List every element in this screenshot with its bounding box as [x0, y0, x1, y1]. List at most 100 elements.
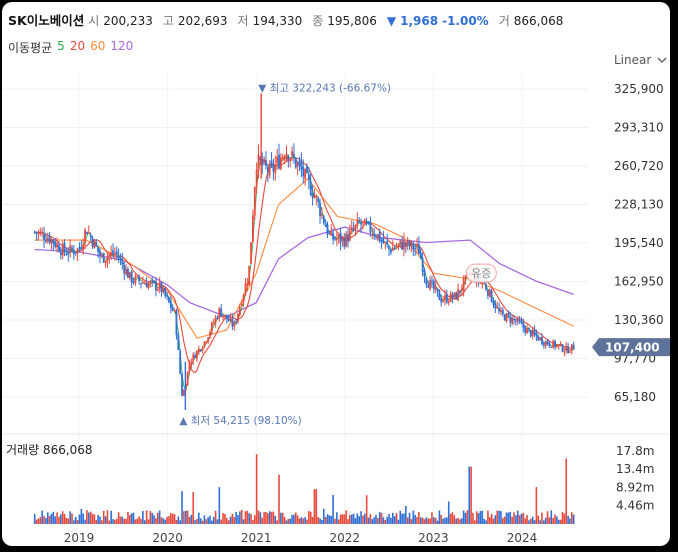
volume-bar [151, 512, 153, 524]
volume-bar [102, 510, 105, 524]
candle-body [432, 280, 435, 290]
volume-bar [73, 520, 75, 524]
candle-body [265, 159, 267, 166]
volume-bar [199, 518, 202, 524]
volume-bar [352, 513, 355, 524]
candle-body [272, 164, 275, 172]
volume-bar [171, 513, 174, 524]
volume-tick-label: 8.92m [616, 480, 654, 494]
moving-average-legend[interactable]: 이동평균 5 20 60 120 [8, 39, 133, 56]
candle-body [555, 344, 558, 347]
volume-bar [317, 517, 319, 524]
current-price-tag [592, 338, 670, 357]
candle-body [179, 350, 182, 374]
candle-body [460, 289, 463, 291]
volume-bar [48, 516, 51, 524]
scale-selector[interactable]: Linear [614, 53, 667, 67]
candle-body [210, 322, 213, 332]
candle-body [330, 231, 333, 236]
volume-bar [373, 517, 375, 524]
candle-body [541, 337, 543, 344]
volume-bar [276, 520, 278, 524]
candle-body [61, 244, 64, 256]
volume-bar [412, 510, 415, 524]
candle-body [59, 252, 62, 255]
event-badge[interactable] [465, 263, 497, 283]
volume-bar [289, 518, 292, 524]
candle-body [311, 193, 314, 198]
volume-bar [121, 516, 124, 524]
candle-body [113, 253, 116, 255]
volume-bar [80, 508, 83, 524]
volume-bar [188, 516, 191, 524]
candle-body [186, 371, 189, 386]
candle-body [194, 355, 196, 358]
volume-bar [293, 514, 295, 524]
candle-body [416, 244, 418, 247]
volume-bar [528, 520, 530, 524]
ma20-line [34, 157, 574, 374]
candle-body [128, 272, 131, 278]
x-tick-label: 2020 [152, 531, 183, 545]
candle-body [485, 284, 487, 290]
volume-bar [287, 518, 290, 524]
candle-body [201, 347, 204, 352]
volume-bar [162, 518, 165, 524]
volume-bar [453, 515, 456, 524]
volume-bar [145, 510, 148, 524]
candle-body [528, 327, 530, 330]
candle-body [431, 280, 433, 282]
volume-bar [218, 487, 221, 524]
candle-body [125, 269, 127, 275]
volume-bar [496, 510, 499, 524]
volume-bar [250, 514, 252, 524]
candle-body [80, 247, 83, 249]
volume-bar [391, 512, 394, 524]
volume-bar [397, 519, 400, 524]
candle-body [533, 330, 536, 335]
volume-bar [390, 517, 392, 524]
candle-body [509, 316, 512, 323]
candle-body [492, 300, 495, 306]
candle-body [300, 162, 303, 170]
candle-body [181, 373, 183, 396]
volume-bar [509, 511, 512, 524]
candle-body [155, 281, 157, 291]
candle-body [263, 158, 265, 164]
volume-bar [142, 510, 144, 524]
volume-tick-label: 17.8m [616, 444, 654, 458]
candle-body [417, 244, 420, 255]
volume-tick-label: 13.4m [616, 462, 654, 476]
price-chart[interactable]: ▼ 최고 322,243 (-66.67%) ▲ 최저 54,215 (98.10… [2, 2, 670, 546]
candle-body [37, 232, 40, 234]
volume-bar [91, 513, 94, 524]
volume-bar [393, 516, 396, 524]
volume-bar [349, 514, 351, 524]
volume-bar [229, 516, 232, 524]
volume-bar [196, 518, 198, 524]
candle-body [350, 227, 353, 231]
volume-bar [248, 513, 250, 524]
volume-bar [483, 518, 485, 524]
candle-body [149, 281, 152, 284]
volume-bar [192, 492, 195, 524]
volume-bar [487, 510, 489, 524]
volume-bar [371, 519, 374, 524]
high-label: 고 [162, 14, 174, 28]
volume-bar [69, 511, 71, 524]
candle-body [162, 288, 165, 292]
candle-body [451, 295, 454, 299]
candle-body [421, 258, 424, 272]
candle-body [505, 313, 508, 322]
volume-bar [300, 517, 303, 524]
volume-bar [347, 519, 349, 524]
candle-body [313, 195, 316, 198]
candle-body [196, 351, 198, 359]
candle-body [93, 240, 96, 249]
volume-bar [565, 458, 568, 524]
volume-bar [354, 518, 357, 524]
volume-bar [132, 512, 135, 524]
candle-body [494, 303, 497, 309]
volume-bar [410, 519, 413, 524]
volume-bar [156, 512, 159, 524]
